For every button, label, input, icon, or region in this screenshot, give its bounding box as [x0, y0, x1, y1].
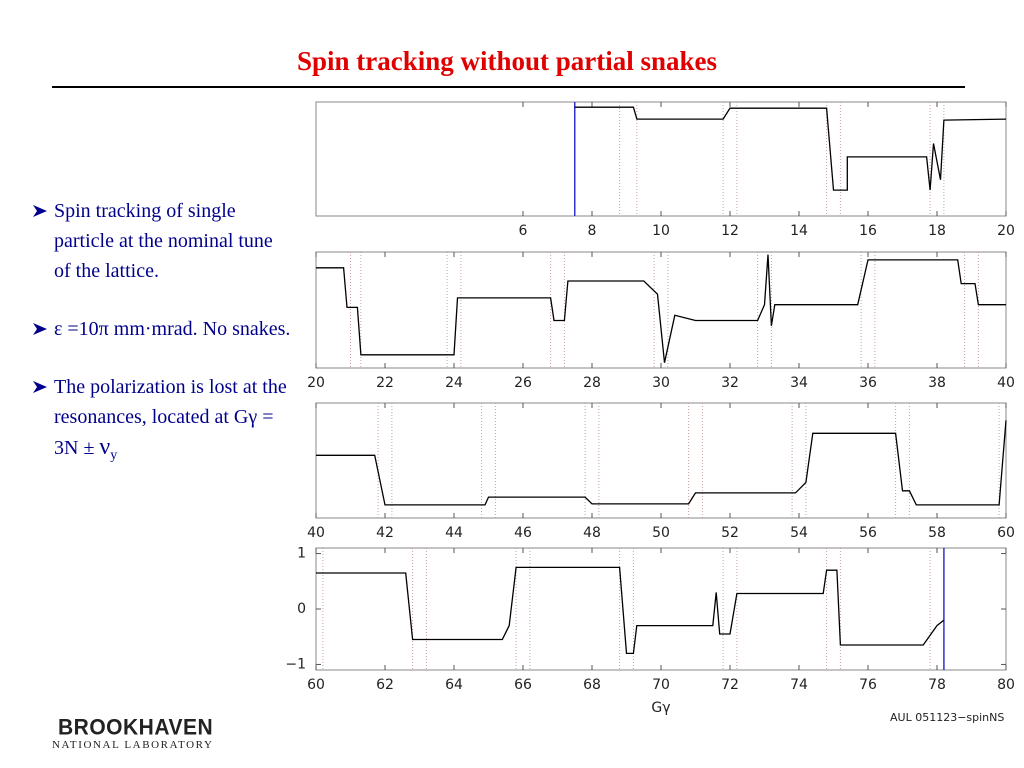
x-tick-label: 62 [376, 677, 394, 693]
x-tick-label: 18 [928, 223, 946, 239]
bullet-text: ε =10π mm·mrad. No snakes. [54, 318, 291, 340]
bullet-arrow [33, 381, 47, 393]
x-tick-label: 52 [721, 525, 739, 541]
credit: AUL 051123−spinNS [890, 711, 1004, 724]
logo-name: BROOKHAVEN [58, 715, 214, 740]
bullet: The polarization is lost at the resonanc… [30, 372, 292, 471]
x-tick-label: 24 [445, 375, 463, 391]
x-tick-label: 44 [445, 525, 463, 541]
bullet-symbol: ν [99, 434, 111, 460]
x-tick-label: 66 [514, 677, 532, 693]
x-tick-label: 76 [859, 677, 877, 693]
bullet: ε =10π mm·mrad. No snakes. [30, 314, 292, 344]
bullet-subscript: y [110, 448, 118, 463]
x-tick-label: 74 [790, 677, 808, 693]
x-tick-label: 10 [652, 223, 670, 239]
x-tick-label: 30 [652, 375, 670, 391]
x-tick-label: 12 [721, 223, 739, 239]
series-line [574, 106, 1007, 191]
plot-frame [315, 547, 1007, 671]
bullet-text: The polarization is lost at the resonanc… [54, 376, 287, 459]
x-tick-label: 48 [583, 525, 601, 541]
x-tick-label: 6 [519, 223, 528, 239]
x-tick-label: 46 [514, 525, 532, 541]
x-tick-label: 40 [307, 525, 325, 541]
x-tick-label: 68 [583, 677, 601, 693]
x-tick-label: 64 [445, 677, 463, 693]
x-tick-label: 50 [652, 525, 670, 541]
x-tick-label: 78 [928, 677, 946, 693]
series-line [316, 254, 1006, 363]
y-tick-label: 0 [297, 601, 306, 617]
x-tick-label: 22 [376, 375, 394, 391]
title-rule [52, 86, 965, 88]
x-tick-label: 36 [859, 375, 877, 391]
y-tick-label: 1 [297, 546, 306, 562]
logo-subtitle: NATIONAL LABORATORY [52, 739, 214, 751]
x-tick-label: 38 [928, 375, 946, 391]
bullet-list: Spin tracking of single particle at the … [30, 196, 292, 499]
x-tick-label: 8 [588, 223, 597, 239]
x-tick-label: 32 [721, 375, 739, 391]
x-tick-label: 58 [928, 525, 946, 541]
x-tick-label: 20 [997, 223, 1015, 239]
slide-title: Spin tracking without partial snakes [296, 46, 718, 76]
x-tick-label: 14 [790, 223, 808, 239]
bullet: Spin tracking of single particle at the … [30, 196, 292, 286]
x-tick-label: 20 [307, 375, 325, 391]
x-tick-label: 26 [514, 375, 532, 391]
x-tick-label: 28 [583, 375, 601, 391]
x-tick-label: 70 [652, 677, 670, 693]
x-tick-label: 42 [376, 525, 394, 541]
x-tick-label: 80 [997, 677, 1015, 693]
x-axis-label: Gγ [651, 700, 670, 716]
series-line [316, 420, 1007, 506]
plot-frame [315, 251, 1007, 369]
series-line [316, 566, 945, 655]
x-tick-label: 34 [790, 375, 808, 391]
x-tick-label: 60 [997, 525, 1015, 541]
plot-frame [315, 402, 1007, 519]
bullet-text: Spin tracking of single particle at the … [54, 200, 273, 282]
x-tick-label: 54 [790, 525, 808, 541]
bullet-arrow [33, 323, 47, 335]
x-tick-label: 56 [859, 525, 877, 541]
bullet-arrow [33, 205, 47, 217]
y-tick-label: −1 [285, 656, 306, 672]
x-tick-label: 60 [307, 677, 325, 693]
x-tick-label: 40 [997, 375, 1015, 391]
x-tick-label: 16 [859, 223, 877, 239]
x-tick-label: 72 [721, 677, 739, 693]
